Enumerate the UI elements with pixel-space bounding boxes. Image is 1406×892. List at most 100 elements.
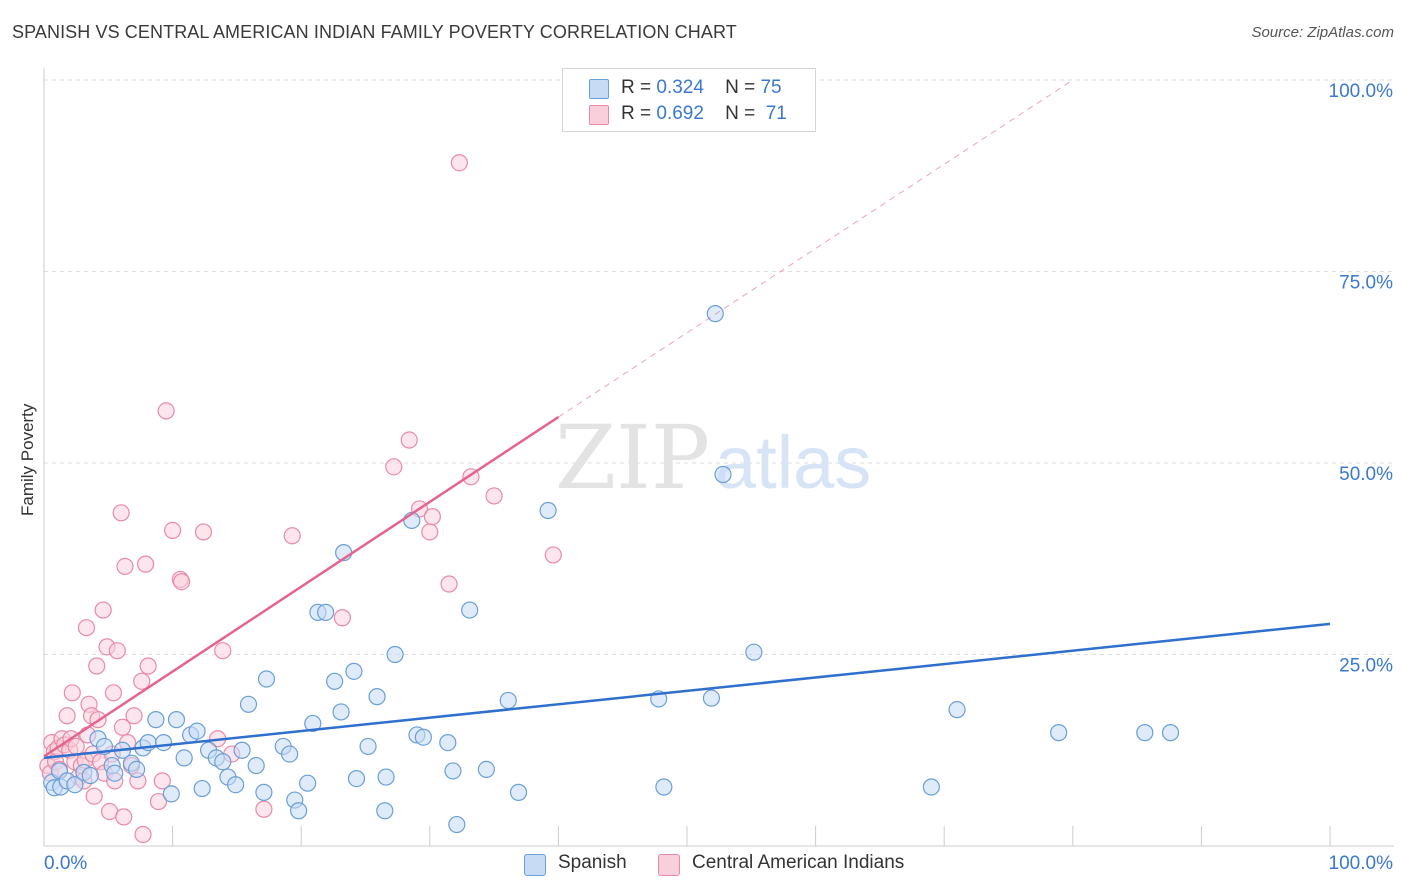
spanish-point xyxy=(281,745,299,763)
cai-point xyxy=(440,575,458,593)
spanish-point xyxy=(702,689,721,707)
spanish-point xyxy=(239,695,258,713)
spanish-point xyxy=(255,783,273,801)
y-tick-label: 100.0% xyxy=(1329,81,1394,102)
spanish-point xyxy=(1161,724,1180,742)
trend-lines xyxy=(43,79,1331,760)
spanish-point xyxy=(714,465,732,484)
chart-title: SPANISH VS CENTRAL AMERICAN INDIAN FAMIL… xyxy=(12,22,737,42)
spanish-point xyxy=(345,662,363,680)
spanish-n-value: 75 xyxy=(760,77,782,98)
cai-point xyxy=(113,718,132,736)
cai-trend-line xyxy=(43,415,560,758)
watermark-zip: ZIP xyxy=(555,406,710,509)
cai-point xyxy=(112,504,130,522)
cai-point xyxy=(423,508,441,526)
cai-point xyxy=(194,523,213,541)
spanish-point xyxy=(386,645,404,664)
cai-point xyxy=(153,772,171,790)
spanish-point xyxy=(706,305,724,323)
legend-cai-text: R = 0.692 N = 71 xyxy=(621,103,787,125)
spanish-point xyxy=(233,741,251,759)
spanish-r-value: 0.324 xyxy=(656,77,704,98)
cai-point xyxy=(116,557,134,576)
tick-labels: 25.0% 50.0% 75.0% 100.0% 0.0% 100.0% xyxy=(44,81,1393,874)
cai-point xyxy=(139,657,157,675)
cai-point xyxy=(164,521,182,540)
legend-spanish-text: R = 0.324 N = 75 xyxy=(621,77,782,99)
watermark-atlas: atlas xyxy=(715,421,871,504)
spanish-point xyxy=(162,785,180,803)
cai-point xyxy=(134,825,152,844)
n-label: N = xyxy=(725,77,756,98)
cai-point xyxy=(450,154,468,172)
spanish-point xyxy=(745,643,763,661)
spanish-point xyxy=(477,760,495,779)
spanish-point xyxy=(247,756,265,775)
spanish-point xyxy=(106,764,124,782)
grid-lines xyxy=(44,79,1394,655)
cai-point xyxy=(255,800,273,818)
correlation-legend: R = 0.324 N = 75 R = 0.692 N = 71 xyxy=(562,68,816,132)
spanish-point xyxy=(922,778,940,796)
spanish-point xyxy=(147,711,165,729)
cai-point xyxy=(133,672,151,690)
spanish-point xyxy=(377,768,395,786)
spanish-point xyxy=(290,802,308,820)
cai-point xyxy=(421,523,439,541)
spanish-point xyxy=(257,670,276,688)
spanish-point xyxy=(188,722,206,740)
spanish-point xyxy=(368,688,386,706)
cai-point xyxy=(544,546,562,564)
cai-point xyxy=(136,555,155,573)
cai-r-value: 0.692 xyxy=(656,103,704,124)
spanish-point xyxy=(227,776,245,794)
cai-point xyxy=(214,642,232,660)
cai-point xyxy=(108,642,126,660)
cai-legend-swatch xyxy=(658,854,680,876)
x-tick-label-min: 0.0% xyxy=(44,853,87,874)
spanish-point xyxy=(461,601,479,619)
axes xyxy=(43,68,1394,847)
cai-point xyxy=(485,487,503,505)
spanish-point xyxy=(154,733,173,752)
spanish-point xyxy=(655,778,673,796)
cai-point xyxy=(94,601,112,619)
y-tick-label: 50.0% xyxy=(1339,464,1393,485)
cai-point xyxy=(63,684,81,702)
series-central-american-indians-points xyxy=(39,154,562,844)
cai-point xyxy=(85,787,103,805)
spanish-point xyxy=(347,769,366,788)
spanish-point xyxy=(304,714,322,733)
n-label: N = xyxy=(725,103,756,124)
spanish-point xyxy=(332,703,350,721)
r-label: R = xyxy=(621,77,652,98)
spanish-point xyxy=(439,733,457,752)
spanish-point xyxy=(214,753,232,771)
series-spanish-points xyxy=(43,305,1180,834)
spanish-trend-line xyxy=(43,622,1331,760)
spanish-point xyxy=(167,711,186,729)
cai-point xyxy=(385,458,403,476)
cai-point xyxy=(400,431,418,449)
cai-legend-label: Central American Indians xyxy=(692,852,905,873)
source-credit: Source: ZipAtlas.com xyxy=(1251,24,1394,41)
spanish-point xyxy=(376,802,394,820)
spanish-point xyxy=(539,501,557,520)
cai-point xyxy=(125,707,143,725)
cai-point xyxy=(173,573,191,591)
spanish-point xyxy=(414,728,432,746)
spanish-point xyxy=(1136,724,1154,742)
r-label: R = xyxy=(621,103,652,124)
cai-point xyxy=(283,527,301,545)
cai-point xyxy=(58,707,76,725)
spanish-point xyxy=(66,776,84,794)
spanish-swatch xyxy=(589,79,609,99)
spanish-point xyxy=(359,737,377,756)
cai-point xyxy=(157,402,175,420)
cai-point xyxy=(333,609,351,627)
spanish-point xyxy=(326,672,344,690)
spanish-point xyxy=(448,815,466,834)
spanish-legend-swatch xyxy=(524,854,546,876)
